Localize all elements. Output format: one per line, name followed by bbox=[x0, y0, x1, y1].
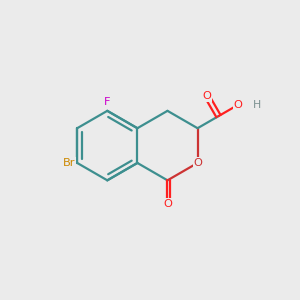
Text: O: O bbox=[202, 91, 211, 101]
Text: H: H bbox=[253, 100, 261, 110]
Text: Br: Br bbox=[63, 158, 75, 168]
Text: O: O bbox=[163, 199, 172, 209]
Text: O: O bbox=[193, 158, 202, 168]
Text: O: O bbox=[234, 100, 243, 110]
Text: F: F bbox=[104, 97, 111, 107]
